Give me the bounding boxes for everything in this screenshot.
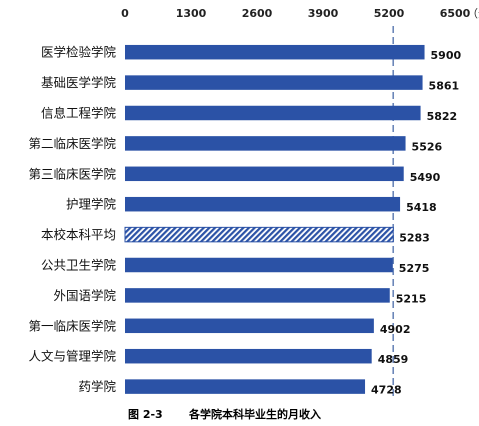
bar — [125, 44, 425, 60]
x-tick-label: 3900 — [308, 7, 339, 20]
category-label: 信息工程学院 — [41, 106, 117, 121]
bar — [125, 196, 401, 212]
value-label: 5418 — [406, 201, 437, 214]
figure-caption: 图 2-3 各学院本科毕业生的月收入 — [0, 404, 479, 424]
bar — [125, 348, 372, 364]
x-axis: 0 1300 2600 3900 5200 6500（元） — [121, 7, 479, 20]
x-tick-label: 1300 — [176, 7, 207, 20]
x-tick-label: 2600 — [242, 7, 273, 20]
bar — [125, 136, 406, 151]
bar — [125, 379, 366, 394]
category-label: 人文与管理学院 — [28, 349, 116, 364]
average-bar — [124, 226, 394, 243]
value-label: 5490 — [410, 171, 441, 184]
caption-text: 各学院本科毕业生的月收入 — [189, 408, 321, 421]
value-label: 5900 — [431, 49, 462, 62]
x-tick-label: 0 — [121, 7, 129, 20]
value-label: 5822 — [427, 110, 458, 123]
category-label: 医学检验学院 — [41, 45, 117, 60]
income-bar-chart: 0 1300 2600 3900 5200 6500（元） 医学检验学院基础医学学院信息工… — [28, 7, 479, 400]
category-labels: 医学检验学院基础医学学院信息工程学院第二临床医学院第三临床医学院护理学院本校本科… — [28, 45, 116, 394]
caption-number: 图 2-3 — [128, 408, 163, 421]
value-label: 5526 — [412, 140, 443, 153]
category-label: 第一临床医学院 — [28, 318, 116, 333]
bar — [125, 105, 421, 121]
bar — [125, 288, 390, 303]
category-label: 公共卫生学院 — [41, 258, 117, 273]
value-label: 4859 — [378, 353, 409, 366]
category-label: 外国语学院 — [53, 288, 116, 303]
value-label: 5283 — [399, 232, 430, 245]
x-tick-label: 5200 — [374, 7, 405, 20]
value-label: 4902 — [380, 323, 411, 336]
value-label: 5275 — [399, 262, 430, 275]
bars — [124, 44, 425, 394]
value-label: 4728 — [371, 384, 402, 397]
unit-label: （元） — [467, 7, 479, 20]
bar — [125, 318, 374, 334]
category-label: 护理学院 — [66, 197, 117, 212]
category-label: 药学院 — [78, 379, 116, 394]
category-label: 基础医学学院 — [41, 75, 117, 90]
category-label: 本校本科平均 — [41, 227, 116, 242]
bar — [125, 75, 423, 90]
category-label: 第二临床医学院 — [28, 136, 116, 151]
value-label: 5861 — [429, 80, 460, 93]
category-label: 第三临床医学院 — [28, 166, 116, 181]
bar — [125, 166, 404, 182]
bar — [125, 257, 393, 273]
x-tick-label: 6500 — [440, 7, 471, 20]
value-labels: 5900 5861 5822 5526 5490 5418 5283 5275 5215 4902… — [371, 49, 461, 396]
value-label: 5215 — [396, 292, 427, 305]
